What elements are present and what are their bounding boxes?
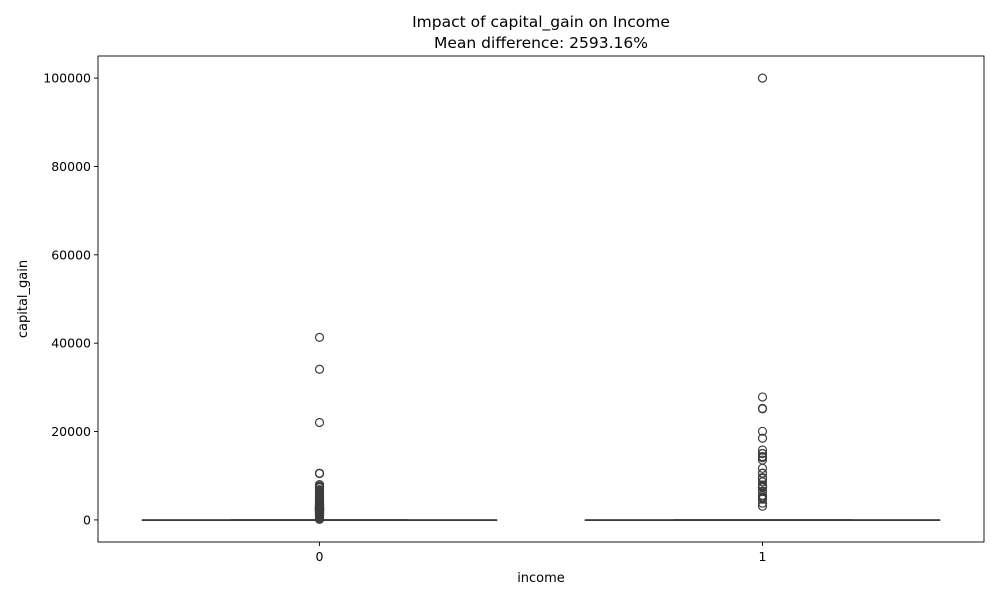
plot-area [141,73,941,525]
box-series-0 [141,332,498,525]
outlier-point [757,498,768,508]
y-axis-label: capital_gain [16,260,31,338]
chart-title: Impact of capital_gain on Income [412,13,670,32]
outlier-point [757,463,768,473]
outlier-point [757,494,768,504]
outlier-point [757,448,768,459]
y-axis: 0 20000 40000 60000 80000 100000 [43,71,98,527]
outlier-point [757,404,768,414]
y-tick-label: 80000 [51,159,91,174]
outlier-point [757,73,768,83]
x-axis-label: income [517,571,565,586]
outlier-point [757,433,768,443]
outlier-point [314,364,325,374]
chart-subtitle: Mean difference: 2593.16% [434,34,648,52]
outlier-point [757,501,768,511]
x-tick-label: 0 [316,549,324,564]
box-series-1 [584,73,941,522]
outlier-point [757,426,768,436]
outlier-point [314,468,325,479]
x-tick-label: 1 [759,549,767,564]
y-tick-label: 100000 [43,71,91,86]
outlier-point [757,392,768,402]
y-tick-label: 20000 [51,424,91,439]
outlier-point [314,417,325,428]
y-tick-label: 40000 [51,336,91,351]
outlier-point [757,453,768,463]
axes-frame [97,55,985,543]
outlier-point [757,477,768,487]
y-tick-label: 0 [83,512,91,527]
outlier-point [314,514,325,525]
outlier-point [314,332,325,342]
y-tick-label: 60000 [51,247,91,262]
